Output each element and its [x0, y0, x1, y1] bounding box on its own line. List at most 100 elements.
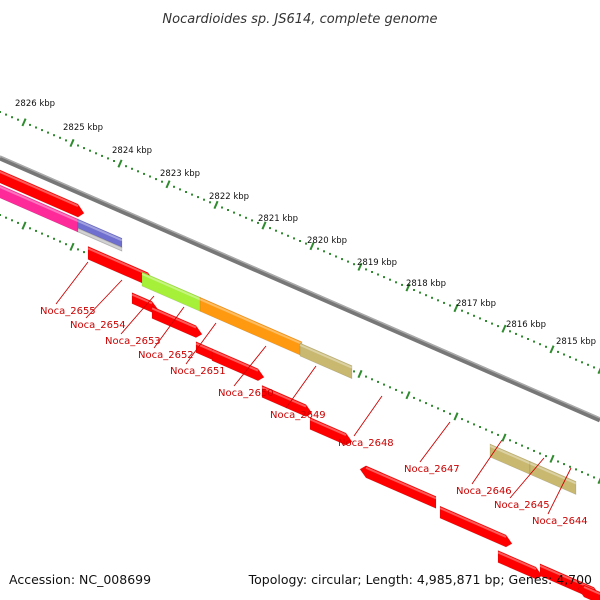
ruler-minor-tick: [401, 391, 403, 394]
cds-block: [359, 465, 437, 509]
ruler-minor-tick: [275, 229, 277, 232]
ruler-major-tick: [117, 159, 123, 168]
tick-label: 2822 kbp: [209, 192, 249, 202]
ruler-minor-tick: [299, 240, 301, 242]
ruler-minor-tick: [0, 214, 1, 216]
ruler-minor-tick: [449, 412, 451, 415]
ruler-minor-tick: [191, 193, 193, 196]
ruler-minor-tick: [149, 175, 151, 178]
ruler-major-tick: [21, 221, 27, 230]
ruler-minor-tick: [581, 361, 583, 364]
ruler-minor-tick: [179, 188, 181, 191]
accession-text: Accession: NC_008699: [9, 572, 152, 587]
ruler-minor-tick: [527, 447, 529, 450]
ruler-minor-tick: [563, 463, 565, 466]
ruler-minor-tick: [527, 338, 529, 340]
ruler-minor-tick: [287, 234, 289, 237]
ruler-minor-tick: [383, 383, 385, 386]
ruler-minor-tick: [395, 281, 397, 284]
outer-ruler: [0, 111, 600, 375]
tick-label: 2815 kbp: [556, 337, 596, 347]
gene-leader-line: [153, 306, 185, 349]
purple-block-shine: [77, 220, 123, 242]
ruler-minor-tick: [59, 136, 61, 139]
ruler-major-tick: [69, 242, 75, 251]
ruler-minor-tick: [473, 423, 475, 426]
ruler-minor-tick: [0, 111, 1, 113]
ruler-minor-tick: [65, 243, 67, 246]
ruler-minor-tick: [209, 201, 211, 204]
ruler-minor-tick: [545, 345, 547, 348]
ruler-minor-tick: [521, 335, 523, 338]
ruler-minor-tick: [341, 258, 343, 261]
cds-block: [0, 169, 85, 218]
grey-block: [77, 227, 123, 252]
ruler-major-tick: [597, 477, 600, 485]
ruler-minor-tick: [539, 452, 541, 455]
ruler-minor-tick: [461, 418, 463, 421]
ruler-major-tick: [357, 262, 363, 271]
ruler-minor-tick: [47, 131, 49, 134]
ruler-minor-tick: [365, 268, 367, 271]
gene-label: Noca_2653: [105, 336, 161, 347]
ruler-major-tick: [549, 345, 555, 354]
tick-labels: 2826 kbp 2825 kbp 2824 kbp 2823 kbp 2822 kbp…: [15, 99, 596, 347]
cds-block-shine: [195, 342, 213, 352]
ruler-minor-tick: [425, 294, 427, 297]
tick-label: 2824 kbp: [112, 146, 152, 156]
cds-block-shine: [365, 466, 437, 500]
cds-block: [261, 384, 313, 417]
ruler-minor-tick: [137, 170, 139, 173]
ruler-major-tick: [21, 118, 27, 127]
ruler-minor-tick: [383, 276, 385, 279]
tick-label: 2818 kbp: [406, 279, 446, 289]
tick-label: 2825 kbp: [63, 123, 103, 133]
gene-labels: Noca_2655 Noca_2654 Noca_2653 Noca_2652 Noca…: [40, 261, 588, 527]
cds-block-shine: [211, 349, 259, 372]
ruler-minor-tick: [395, 388, 397, 391]
ruler-minor-tick: [461, 309, 463, 312]
gene-leader-line: [120, 295, 155, 335]
tick-label: 2817 kbp: [456, 299, 496, 309]
ruler-minor-tick: [419, 399, 421, 402]
feature-track: [0, 169, 600, 600]
ruler-minor-tick: [347, 260, 349, 263]
ruler-minor-tick: [239, 214, 241, 217]
ruler-minor-tick: [35, 126, 37, 129]
ruler-minor-tick: [293, 237, 295, 240]
ruler-minor-tick: [515, 332, 517, 335]
gene-leader-line: [233, 345, 267, 387]
ruler-minor-tick: [575, 468, 577, 471]
gene-leader-line: [285, 365, 317, 409]
ruler-minor-tick: [533, 449, 535, 452]
tick-label: 2821 kbp: [258, 214, 298, 224]
ruler-minor-tick: [401, 283, 403, 286]
ruler-major-tick: [405, 391, 411, 400]
ruler-minor-tick: [269, 227, 271, 230]
ruler-minor-tick: [413, 396, 415, 399]
gene-leader-line: [55, 261, 89, 305]
cds-block-shine: [497, 551, 537, 570]
ruler-minor-tick: [17, 221, 19, 224]
ruler-minor-tick: [545, 455, 547, 458]
gene-leader-line: [353, 395, 383, 437]
ruler-major-tick: [549, 454, 555, 463]
ruler-minor-tick: [509, 439, 511, 442]
ruler-minor-tick: [569, 465, 571, 468]
ruler-major-tick: [453, 304, 459, 313]
ruler-minor-tick: [161, 180, 163, 183]
ruler-minor-tick: [365, 375, 367, 378]
ruler-minor-tick: [425, 402, 427, 405]
ruler-minor-tick: [5, 216, 7, 219]
tick-label: 2823 kbp: [160, 169, 200, 179]
backbone-line: [0, 155, 600, 423]
ruler-minor-tick: [485, 428, 487, 431]
ruler-minor-tick: [437, 299, 439, 302]
ruler-minor-tick: [203, 198, 205, 201]
ruler-minor-tick: [77, 248, 79, 251]
ruler-minor-tick: [389, 386, 391, 389]
ruler-major-tick: [213, 200, 219, 209]
ruler-minor-tick: [467, 312, 469, 315]
gene-leader-line: [419, 421, 451, 463]
